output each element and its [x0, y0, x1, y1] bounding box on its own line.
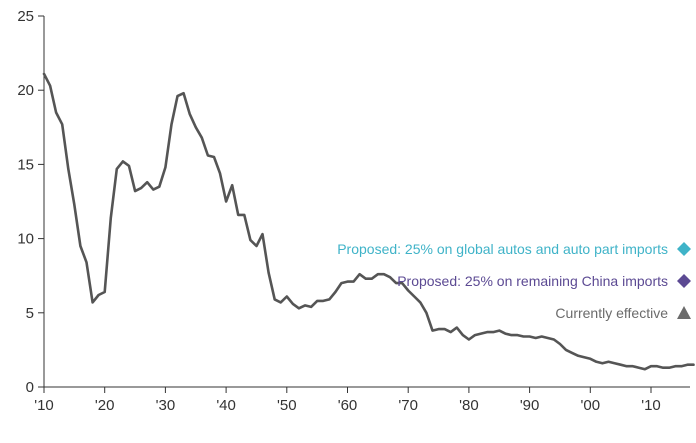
series-line: [42, 72, 695, 371]
x-tick-label: '00: [581, 397, 601, 414]
marker-label: Proposed: 25% on global autos and auto p…: [337, 241, 668, 257]
marker-layer: Proposed: 25% on global autos and auto p…: [337, 241, 691, 321]
y-tick-label: 15: [17, 156, 34, 173]
x-tick-label: '10: [641, 397, 661, 414]
marker-label: Currently effective: [555, 305, 668, 321]
x-tick-label: '50: [277, 397, 297, 414]
x-tick-label: '60: [338, 397, 358, 414]
series-layer: [42, 72, 695, 371]
x-tick-label: '90: [520, 397, 540, 414]
x-tick-label: '40: [216, 397, 236, 414]
y-axis: 0 5 10 15 20 25: [17, 8, 45, 396]
y-tick-label: 0: [26, 379, 34, 396]
x-axis: '10 '20 '30 '40 '50 '60 '70 '80 '90 '00 '10: [34, 386, 690, 414]
diamond-icon: [677, 242, 691, 256]
x-tick-label: '10: [34, 397, 54, 414]
x-tick-label: '30: [156, 397, 176, 414]
x-tick-label: '20: [95, 397, 115, 414]
diamond-icon: [677, 274, 691, 288]
y-tick-label: 25: [17, 8, 34, 25]
y-tick-label: 20: [17, 82, 34, 99]
triangle-icon: [677, 306, 691, 319]
y-tick-label: 5: [26, 305, 34, 322]
x-tick-label: '70: [398, 397, 418, 414]
x-tick-label: '80: [459, 397, 479, 414]
y-tick-label: 10: [17, 231, 34, 248]
marker-label: Proposed: 25% on remaining China imports: [397, 273, 668, 289]
